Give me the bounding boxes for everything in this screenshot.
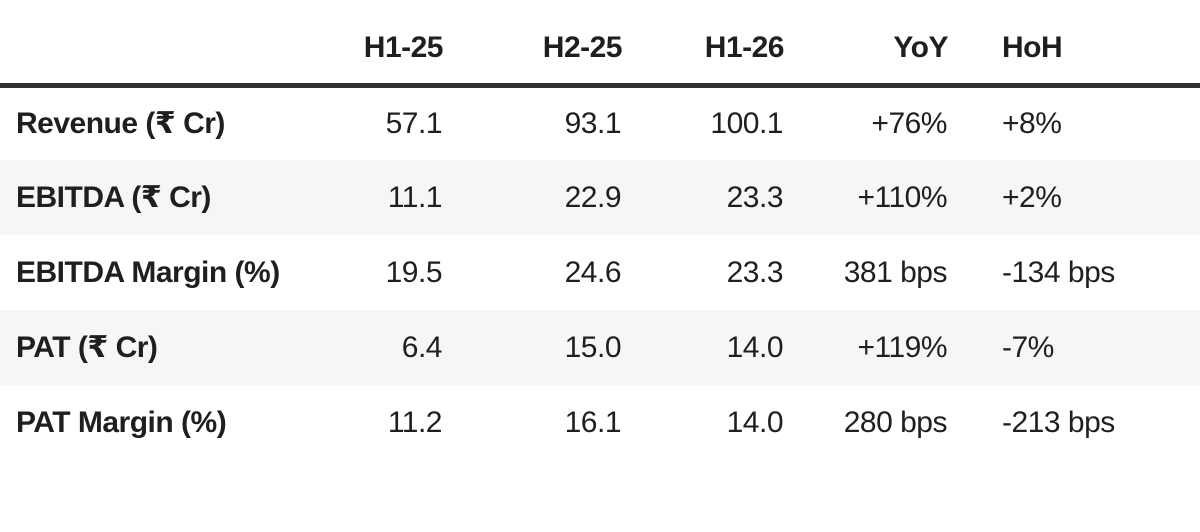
cell-value: 23.3 bbox=[726, 180, 784, 214]
row-label: EBITDA Margin (%) bbox=[16, 255, 280, 289]
cell-value: 22.9 bbox=[564, 180, 622, 214]
cell-value: 280 bps bbox=[843, 405, 948, 439]
cell-value: +119% bbox=[857, 330, 947, 364]
cell-value: +8% bbox=[1002, 106, 1062, 140]
table-row-ebitda: EBITDA (₹ Cr) 11.1 22.9 23.3 +110% +2% bbox=[0, 160, 1200, 235]
cell-value: 57.1 bbox=[385, 106, 443, 140]
header-cell-metric bbox=[0, 0, 300, 88]
table-row-pat-margin: PAT Margin (%) 11.2 16.1 14.0 280 bps -2… bbox=[0, 385, 1200, 460]
table-row-ebitda-margin: EBITDA Margin (%) 19.5 24.6 23.3 381 bps… bbox=[0, 235, 1200, 310]
cell-value: 93.1 bbox=[564, 106, 622, 140]
cell-value: 11.2 bbox=[387, 405, 443, 439]
header-cell-h2-25: H2-25 bbox=[443, 0, 623, 88]
cell-value: 16.1 bbox=[564, 405, 622, 439]
cell-value: 6.4 bbox=[401, 330, 443, 364]
cell-value: 100.1 bbox=[710, 106, 783, 140]
header-cell-yoy: YoY bbox=[784, 0, 949, 88]
cell-value: 19.5 bbox=[385, 255, 443, 289]
cell-value: +110% bbox=[857, 180, 947, 214]
cell-value: -134 bps bbox=[1002, 255, 1115, 289]
cell-value: 15.0 bbox=[564, 330, 622, 364]
cell-value: 11.1 bbox=[387, 180, 443, 214]
table-row-pat: PAT (₹ Cr) 6.4 15.0 14.0 +119% -7% bbox=[0, 310, 1200, 385]
row-label: PAT Margin (%) bbox=[16, 405, 227, 439]
header-cell-hoh: HoH bbox=[948, 0, 1200, 88]
cell-value: -213 bps bbox=[1002, 405, 1115, 439]
header-cell-h1-25: H1-25 bbox=[300, 0, 444, 88]
row-label: PAT (₹ Cr) bbox=[16, 331, 158, 364]
cell-value: 23.3 bbox=[726, 255, 784, 289]
cell-value: 381 bps bbox=[843, 255, 948, 289]
header-row: H1-25 H2-25 H1-26 YoY HoH bbox=[0, 0, 1200, 88]
header-cell-h1-26: H1-26 bbox=[622, 0, 785, 88]
cell-value: +76% bbox=[871, 106, 947, 140]
cell-value: 14.0 bbox=[726, 330, 784, 364]
cell-value: -7% bbox=[1002, 330, 1054, 364]
results-table: H1-25 H2-25 H1-26 YoY HoH Revenue (₹ Cr)… bbox=[0, 0, 1200, 460]
cell-value: 24.6 bbox=[564, 255, 622, 289]
cell-value: +2% bbox=[1002, 180, 1062, 214]
cell-value: 14.0 bbox=[726, 405, 784, 439]
row-label: EBITDA (₹ Cr) bbox=[16, 181, 211, 214]
row-label: Revenue (₹ Cr) bbox=[16, 107, 225, 141]
table-row-revenue: Revenue (₹ Cr) 57.1 93.1 100.1 +76% +8% bbox=[0, 85, 1200, 160]
